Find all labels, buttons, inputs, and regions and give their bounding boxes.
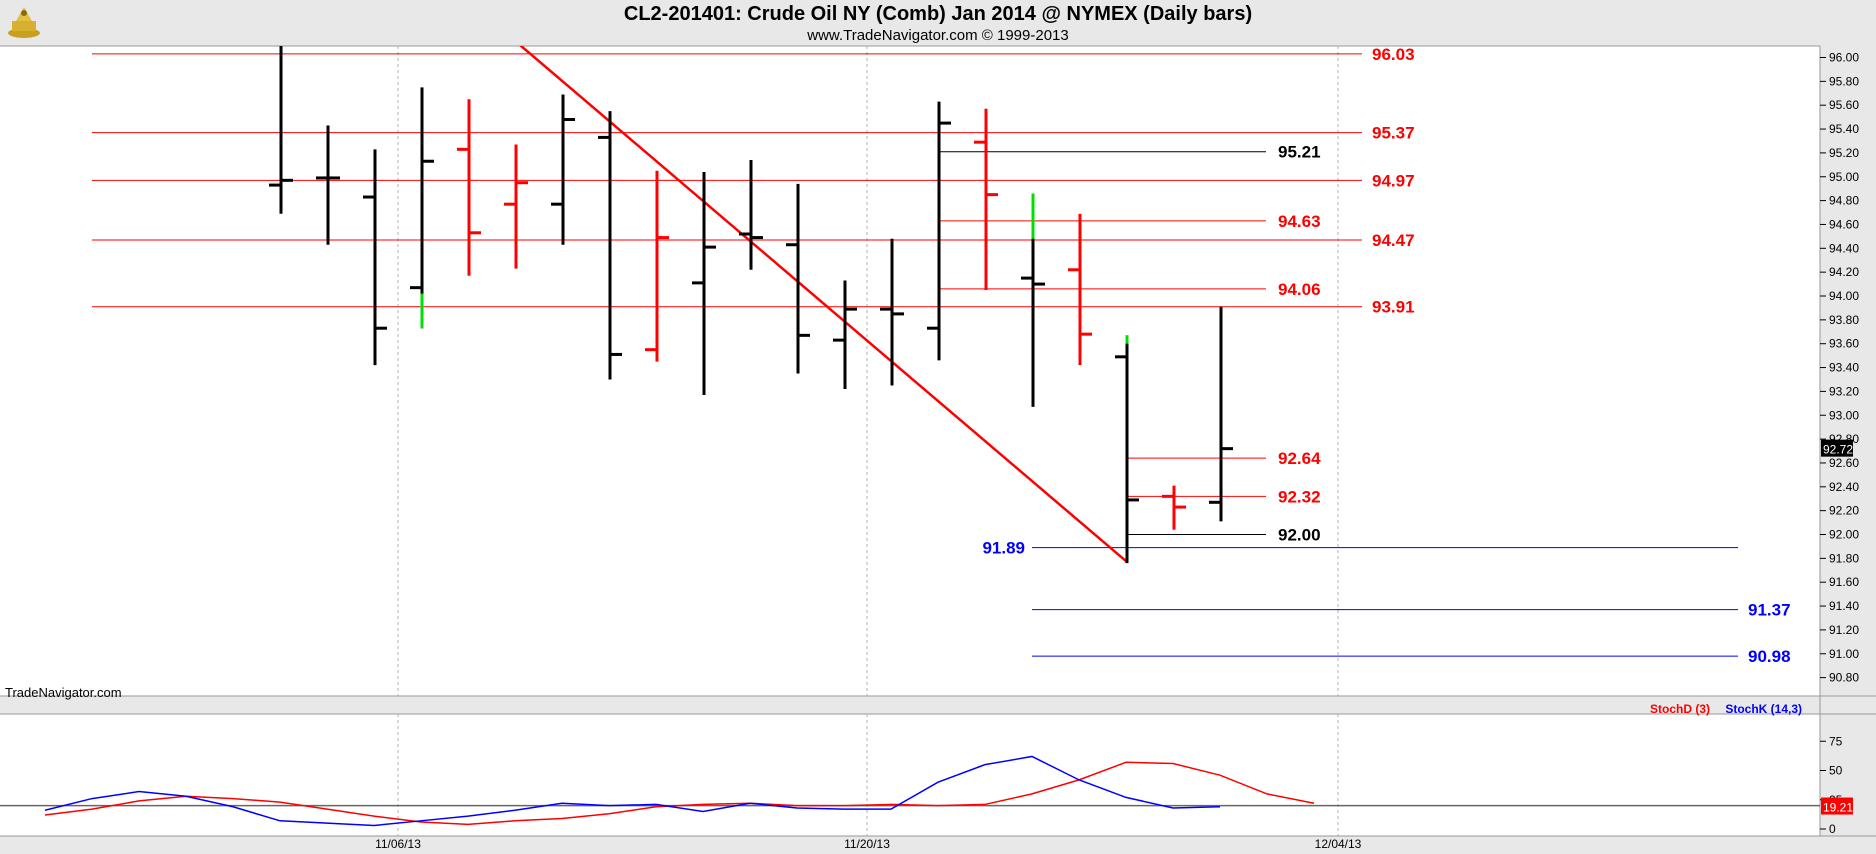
last-price-label: 92.72 <box>1823 443 1853 457</box>
y-tick-label: 94.60 <box>1829 217 1859 231</box>
price-level-label: 94.63 <box>1278 212 1321 231</box>
stoch-tick-label: 75 <box>1829 734 1843 748</box>
y-tick-label: 94.20 <box>1829 265 1859 279</box>
watermark-label: TradeNavigator.com <box>5 685 122 700</box>
price-level-label: 90.98 <box>1748 647 1791 666</box>
y-tick-label: 90.80 <box>1829 671 1859 685</box>
y-tick-label: 93.00 <box>1829 408 1859 422</box>
price-level-label: 95.21 <box>1278 143 1321 162</box>
price-panel <box>0 46 1820 696</box>
price-level-label: 94.97 <box>1372 171 1415 190</box>
y-tick-label: 93.60 <box>1829 337 1859 351</box>
stoch-value-label: 19.21 <box>1823 801 1853 815</box>
last-price-badge <box>1821 439 1853 457</box>
price-level-label: 91.89 <box>982 539 1025 558</box>
y-tick-label: 93.40 <box>1829 361 1859 375</box>
y-tick-label: 91.00 <box>1829 647 1859 661</box>
price-level-label: 93.91 <box>1372 298 1415 317</box>
y-tick-label: 93.80 <box>1829 313 1859 327</box>
stoch-tick-label: 0 <box>1829 822 1836 836</box>
y-tick-label: 92.60 <box>1829 456 1859 470</box>
chart-subtitle: www.TradeNavigator.com © 1999-2013 <box>807 27 1069 44</box>
stochk-line <box>44 755 1221 827</box>
stochd-line <box>44 761 1315 826</box>
price-level-label: 94.47 <box>1372 231 1415 250</box>
x-tick-label: 11/20/13 <box>844 837 890 851</box>
y-tick-label: 92.40 <box>1829 480 1859 494</box>
y-tick-label: 95.40 <box>1829 122 1859 136</box>
y-tick-label: 94.80 <box>1829 194 1859 208</box>
y-tick-label: 95.20 <box>1829 146 1859 160</box>
y-tick-label: 95.00 <box>1829 170 1859 184</box>
y-tick-label: 92.00 <box>1829 528 1859 542</box>
chart-title: CL2-201401: Crude Oil NY (Comb) Jan 2014… <box>623 3 1253 25</box>
y-tick-label: 91.80 <box>1829 551 1859 565</box>
stoch-tick-label: 50 <box>1829 764 1843 778</box>
price-level-label: 92.32 <box>1278 487 1321 506</box>
legend-stochd: StochD (3) <box>1650 702 1710 716</box>
trade-navigator-logo <box>4 3 44 41</box>
price-level-label: 94.06 <box>1278 280 1321 299</box>
y-tick-label: 91.20 <box>1829 623 1859 637</box>
y-tick-label: 95.60 <box>1829 98 1859 112</box>
x-tick-label: 12/04/13 <box>1315 837 1362 851</box>
price-level-label: 91.37 <box>1748 601 1791 620</box>
ohlc-bars <box>269 46 1233 564</box>
price-level-label: 92.00 <box>1278 526 1321 545</box>
y-tick-label: 95.80 <box>1829 74 1859 88</box>
x-tick-label: 11/06/13 <box>375 837 421 851</box>
price-level-label: 96.03 <box>1372 45 1415 64</box>
price-level-label: 95.37 <box>1372 124 1415 143</box>
y-tick-label: 94.40 <box>1829 241 1859 255</box>
stochastic-panel <box>0 714 1820 836</box>
price-level-label: 92.64 <box>1278 449 1321 468</box>
legend-stochk: StochK (14,3) <box>1725 702 1802 716</box>
y-tick-label: 96.00 <box>1829 51 1859 65</box>
y-tick-label: 91.60 <box>1829 575 1859 589</box>
stoch-value-badge <box>1821 797 1853 815</box>
y-tick-label: 91.40 <box>1829 599 1859 613</box>
y-tick-label: 94.00 <box>1829 289 1859 303</box>
y-tick-label: 92.20 <box>1829 504 1859 518</box>
y-tick-label: 93.20 <box>1829 384 1859 398</box>
